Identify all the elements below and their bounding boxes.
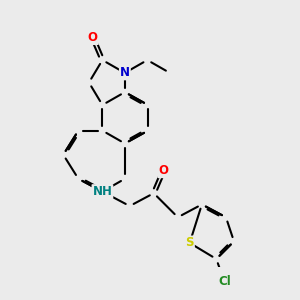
Text: NH: NH [92,185,112,198]
Text: N: N [120,66,130,80]
Text: O: O [88,31,98,44]
Text: S: S [185,236,194,249]
Text: Cl: Cl [218,275,231,288]
Text: O: O [158,164,168,177]
